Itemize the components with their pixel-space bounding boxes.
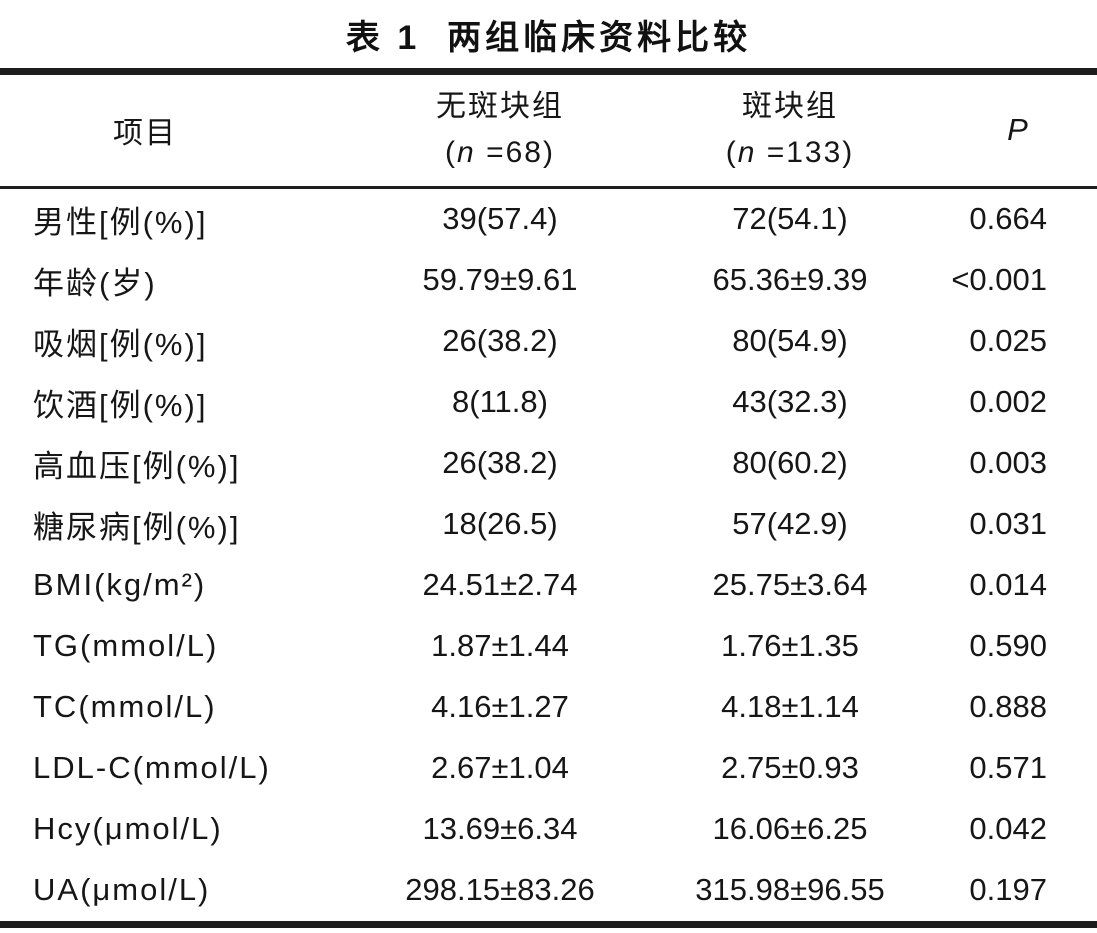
row-p-value: 0.002	[969, 384, 1047, 419]
row-item-label: TC(mmol/L)	[33, 689, 217, 724]
group2-sample-size: (n =133)	[640, 130, 940, 176]
row-p-value: 0.025	[969, 323, 1047, 358]
row-plaque-value: 72(54.1)	[732, 201, 848, 236]
row-item-label: Hcy(μmol/L)	[33, 811, 223, 846]
group1-n-symbol: n	[457, 136, 476, 170]
row-no-plaque-value: 1.87±1.44	[431, 628, 569, 663]
group2-n-value: =133)	[756, 136, 855, 170]
group1-name: 无斑块组	[436, 90, 564, 124]
table-row: UA(μmol/L) 298.15±83.26 315.98±96.55 0.1…	[0, 860, 1097, 921]
row-p-value: 0.003	[969, 445, 1047, 480]
row-plaque-value: 80(54.9)	[732, 323, 848, 358]
row-item-label: TG(mmol/L)	[33, 628, 219, 663]
row-no-plaque-value: 4.16±1.27	[431, 689, 569, 724]
table-header: 项目 无斑块组 (n =68) 斑块组 (n =133) P	[0, 75, 1097, 187]
row-item-label: 糖尿病[例(%)]	[33, 509, 241, 545]
row-plaque-value: 1.76±1.35	[721, 628, 859, 663]
table-row: TG(mmol/L) 1.87±1.44 1.76±1.35 0.590	[0, 616, 1097, 677]
group1-sample-size: (n =68)	[360, 130, 640, 176]
row-item-label: UA(μmol/L)	[33, 872, 211, 907]
table-rules-frame: 项目 无斑块组 (n =68) 斑块组 (n =133) P 男性[例(	[0, 68, 1097, 928]
table-row: BMI(kg/m²) 24.51±2.74 25.75±3.64 0.014	[0, 555, 1097, 616]
column-header-plaque-group: 斑块组 (n =133)	[640, 75, 940, 187]
row-no-plaque-value: 59.79±9.61	[422, 262, 578, 297]
row-p-value: 0.590	[969, 628, 1047, 663]
row-no-plaque-value: 26(38.2)	[442, 323, 558, 358]
header-row: 项目 无斑块组 (n =68) 斑块组 (n =133) P	[0, 75, 1097, 187]
row-no-plaque-value: 18(26.5)	[442, 506, 558, 541]
row-item-label: 高血压[例(%)]	[33, 448, 241, 484]
table-row: TC(mmol/L) 4.16±1.27 4.18±1.14 0.888	[0, 677, 1097, 738]
row-plaque-value: 57(42.9)	[732, 506, 848, 541]
row-no-plaque-value: 39(57.4)	[442, 201, 558, 236]
table-row: Hcy(μmol/L) 13.69±6.34 16.06±6.25 0.042	[0, 799, 1097, 860]
table-row: 糖尿病[例(%)] 18(26.5) 57(42.9) 0.031	[0, 494, 1097, 555]
group2-name: 斑块组	[742, 90, 838, 124]
row-no-plaque-value: 8(11.8)	[452, 384, 548, 419]
row-p-value: 0.031	[969, 506, 1047, 541]
table-row: 高血压[例(%)] 26(38.2) 80(60.2) 0.003	[0, 433, 1097, 494]
row-item-label: BMI(kg/m²)	[33, 567, 207, 602]
row-item-label: 年龄(岁)	[33, 265, 157, 301]
row-p-value: 0.042	[969, 811, 1047, 846]
row-plaque-value: 80(60.2)	[732, 445, 848, 480]
column-header-p-value: P	[1007, 112, 1030, 148]
row-plaque-value: 43(32.3)	[732, 384, 848, 419]
table-body: 男性[例(%)] 39(57.4) 72(54.1) 0.664 年龄(岁) 5…	[0, 187, 1097, 921]
row-p-value: 0.197	[969, 872, 1047, 907]
row-plaque-value: 315.98±96.55	[695, 872, 885, 907]
table-row: LDL-C(mmol/L) 2.67±1.04 2.75±0.93 0.571	[0, 738, 1097, 799]
table-row: 年龄(岁) 59.79±9.61 65.36±9.39 <0.001	[0, 250, 1097, 311]
row-no-plaque-value: 298.15±83.26	[405, 872, 595, 907]
row-no-plaque-value: 13.69±6.34	[422, 811, 578, 846]
row-plaque-value: 25.75±3.64	[712, 567, 868, 602]
group1-n-value: =68)	[475, 136, 555, 170]
table-row: 吸烟[例(%)] 26(38.2) 80(54.9) 0.025	[0, 311, 1097, 372]
group1-n-open-paren: (	[445, 136, 458, 170]
row-p-value: 0.888	[969, 689, 1047, 724]
clinical-comparison-table: 项目 无斑块组 (n =68) 斑块组 (n =133) P 男性[例(	[0, 75, 1097, 921]
row-p-value: 0.664	[969, 201, 1047, 236]
column-header-no-plaque-group: 无斑块组 (n =68)	[360, 75, 640, 187]
group2-n-open-paren: (	[725, 136, 738, 170]
row-item-label: 饮酒[例(%)]	[33, 387, 208, 423]
row-plaque-value: 16.06±6.25	[712, 811, 868, 846]
table-row: 男性[例(%)] 39(57.4) 72(54.1) 0.664	[0, 187, 1097, 250]
row-item-label: 吸烟[例(%)]	[33, 326, 208, 362]
group2-n-symbol: n	[737, 136, 757, 170]
row-p-value: 0.571	[969, 750, 1047, 785]
table-row: 饮酒[例(%)] 8(11.8) 43(32.3) 0.002	[0, 372, 1097, 433]
row-no-plaque-value: 24.51±2.74	[422, 567, 578, 602]
table-title: 表 1 两组临床资料比较	[345, 19, 752, 57]
row-plaque-value: 4.18±1.14	[721, 689, 859, 724]
row-p-value: <0.001	[951, 262, 1047, 297]
row-p-value: 0.014	[969, 567, 1047, 602]
row-plaque-value: 2.75±0.93	[721, 750, 859, 785]
column-header-item: 项目	[113, 117, 177, 151]
row-no-plaque-value: 2.67±1.04	[431, 750, 569, 785]
row-item-label: LDL-C(mmol/L)	[33, 750, 271, 785]
row-plaque-value: 65.36±9.39	[712, 262, 868, 297]
row-item-label: 男性[例(%)]	[33, 204, 208, 240]
row-no-plaque-value: 26(38.2)	[442, 445, 558, 480]
